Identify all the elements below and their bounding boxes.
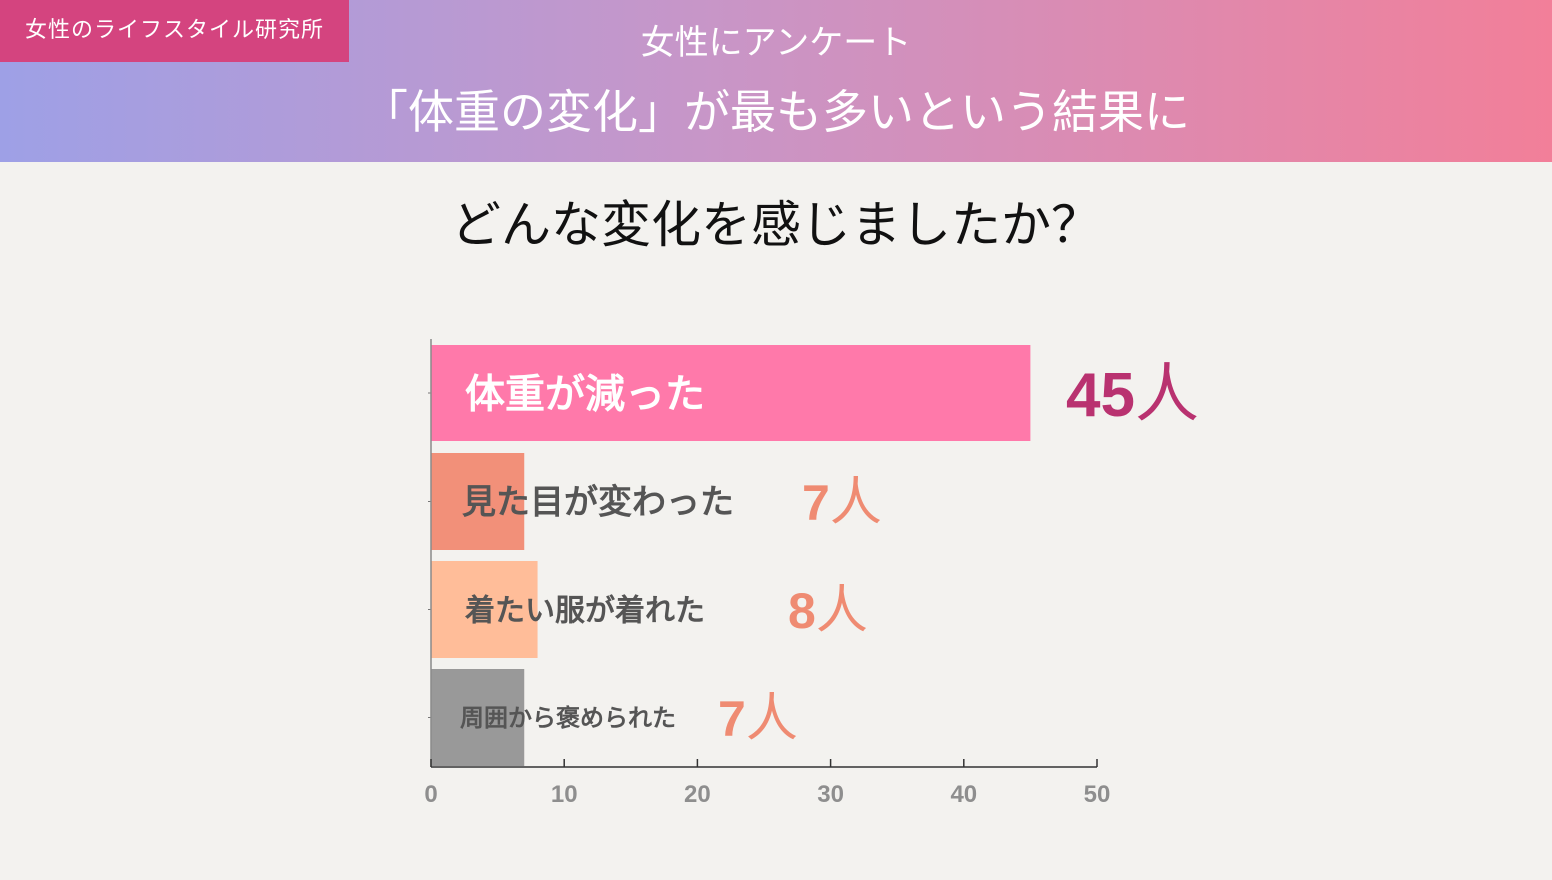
header-title: 「体重の変化」が最も多いという結果に [362, 85, 1190, 139]
value-unit-1: 人 [1135, 358, 1199, 432]
header-banner: 女性のライフスタイル研究所 女性にアンケート 「体重の変化」が最も多いという結果… [0, 0, 1552, 162]
bar-label-1: 体重が減った [465, 371, 705, 417]
chart-question: どんな変化を感じましたか？ [451, 196, 1101, 254]
bar-3 [431, 561, 538, 658]
x-axis: 0 10 20 30 40 50 [424, 339, 1110, 808]
x-tick-label-4: 40 [950, 781, 977, 808]
x-tick-label-2: 20 [684, 781, 711, 808]
value-number-2: 7 [802, 475, 830, 531]
value-number-3: 8 [788, 583, 816, 639]
value-number-1: 45 [1066, 361, 1135, 430]
value-label-4: 7人 [718, 689, 798, 749]
bar-label-4: 周囲から褒められた [460, 704, 676, 732]
value-label-1: 45人 [1066, 358, 1199, 432]
value-unit-4: 人 [746, 689, 798, 749]
x-tick-label-5: 50 [1084, 781, 1111, 808]
bar-label-2: 見た目が変わった [462, 483, 734, 523]
bar-4 [431, 669, 525, 766]
x-tick-label-3: 30 [817, 781, 844, 808]
x-tick-label-1: 10 [551, 781, 578, 808]
bar-1 [431, 345, 1031, 441]
header-subtitle: 女性にアンケート [640, 23, 912, 63]
value-number-4: 7 [718, 691, 746, 747]
brand-badge: 女性のライフスタイル研究所 [0, 0, 349, 62]
value-unit-3: 人 [816, 581, 868, 641]
value-label-2: 7人 [802, 473, 882, 533]
value-label-3: 8人 [788, 581, 868, 641]
bar-2 [431, 453, 525, 550]
value-unit-2: 人 [830, 473, 882, 533]
bar-label-3: 着たい服が着れた [465, 593, 705, 628]
x-tick-label-0: 0 [424, 781, 437, 808]
